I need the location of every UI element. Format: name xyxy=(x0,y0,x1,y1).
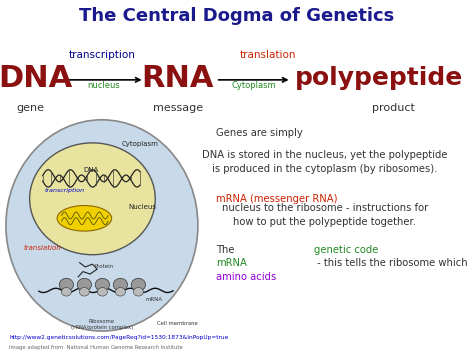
Text: http://www2.geneticsolutions.com/PageReq?id=1530:1873&InPopUp=true: http://www2.geneticsolutions.com/PageReq… xyxy=(9,335,229,340)
Text: transcription: transcription xyxy=(68,50,136,60)
Text: polypeptide: polypeptide xyxy=(295,66,463,90)
Text: mRNA: mRNA xyxy=(216,258,246,268)
Ellipse shape xyxy=(115,288,125,296)
Text: translation: translation xyxy=(239,50,296,60)
Text: Image adapted from  National Human Genome Research Institute: Image adapted from National Human Genome… xyxy=(9,345,183,350)
Text: product: product xyxy=(372,103,415,113)
Text: mRNA: mRNA xyxy=(146,297,163,302)
Ellipse shape xyxy=(131,278,146,291)
Ellipse shape xyxy=(61,288,71,296)
Text: DNA: DNA xyxy=(83,168,99,173)
Ellipse shape xyxy=(79,288,89,296)
Ellipse shape xyxy=(57,206,112,231)
Text: message: message xyxy=(153,103,203,113)
Text: Nucleus: Nucleus xyxy=(128,204,156,209)
Text: Cytoplasm: Cytoplasm xyxy=(121,141,158,147)
Ellipse shape xyxy=(77,278,91,291)
Text: Protein: Protein xyxy=(95,264,114,269)
Text: nucleus: nucleus xyxy=(87,81,120,91)
Ellipse shape xyxy=(6,120,198,331)
Text: Genes are simply: Genes are simply xyxy=(216,128,306,138)
Text: amino acids: amino acids xyxy=(216,272,276,282)
Text: RNA: RNA xyxy=(142,64,214,93)
Text: The Central Dogma of Genetics: The Central Dogma of Genetics xyxy=(79,7,395,25)
Ellipse shape xyxy=(97,288,107,296)
Text: Cell membrane: Cell membrane xyxy=(157,321,198,326)
Text: nucleus to the ribosome - instructions for
how to put the polypeptide together.: nucleus to the ribosome - instructions f… xyxy=(221,203,428,227)
Text: Ribosome
(rRNA/protein complex): Ribosome (rRNA/protein complex) xyxy=(71,320,133,330)
Text: DNA is stored in the nucleus, yet the polypeptide
is produced in the cytoplasm (: DNA is stored in the nucleus, yet the po… xyxy=(202,149,447,174)
Ellipse shape xyxy=(113,278,128,291)
Ellipse shape xyxy=(133,288,143,296)
Ellipse shape xyxy=(29,143,155,255)
Text: gene: gene xyxy=(17,103,45,113)
Text: - this tells the ribosome which: - this tells the ribosome which xyxy=(314,258,467,268)
Text: transcription: transcription xyxy=(45,189,85,193)
Text: translation: translation xyxy=(24,246,62,251)
Ellipse shape xyxy=(59,278,73,291)
Text: The: The xyxy=(216,245,237,255)
Text: mRNA (messenger RNA): mRNA (messenger RNA) xyxy=(216,194,340,204)
Text: Cytoplasm: Cytoplasm xyxy=(231,81,276,91)
Ellipse shape xyxy=(95,278,109,291)
Text: DNA: DNA xyxy=(0,64,73,93)
Text: genetic code: genetic code xyxy=(314,245,378,255)
